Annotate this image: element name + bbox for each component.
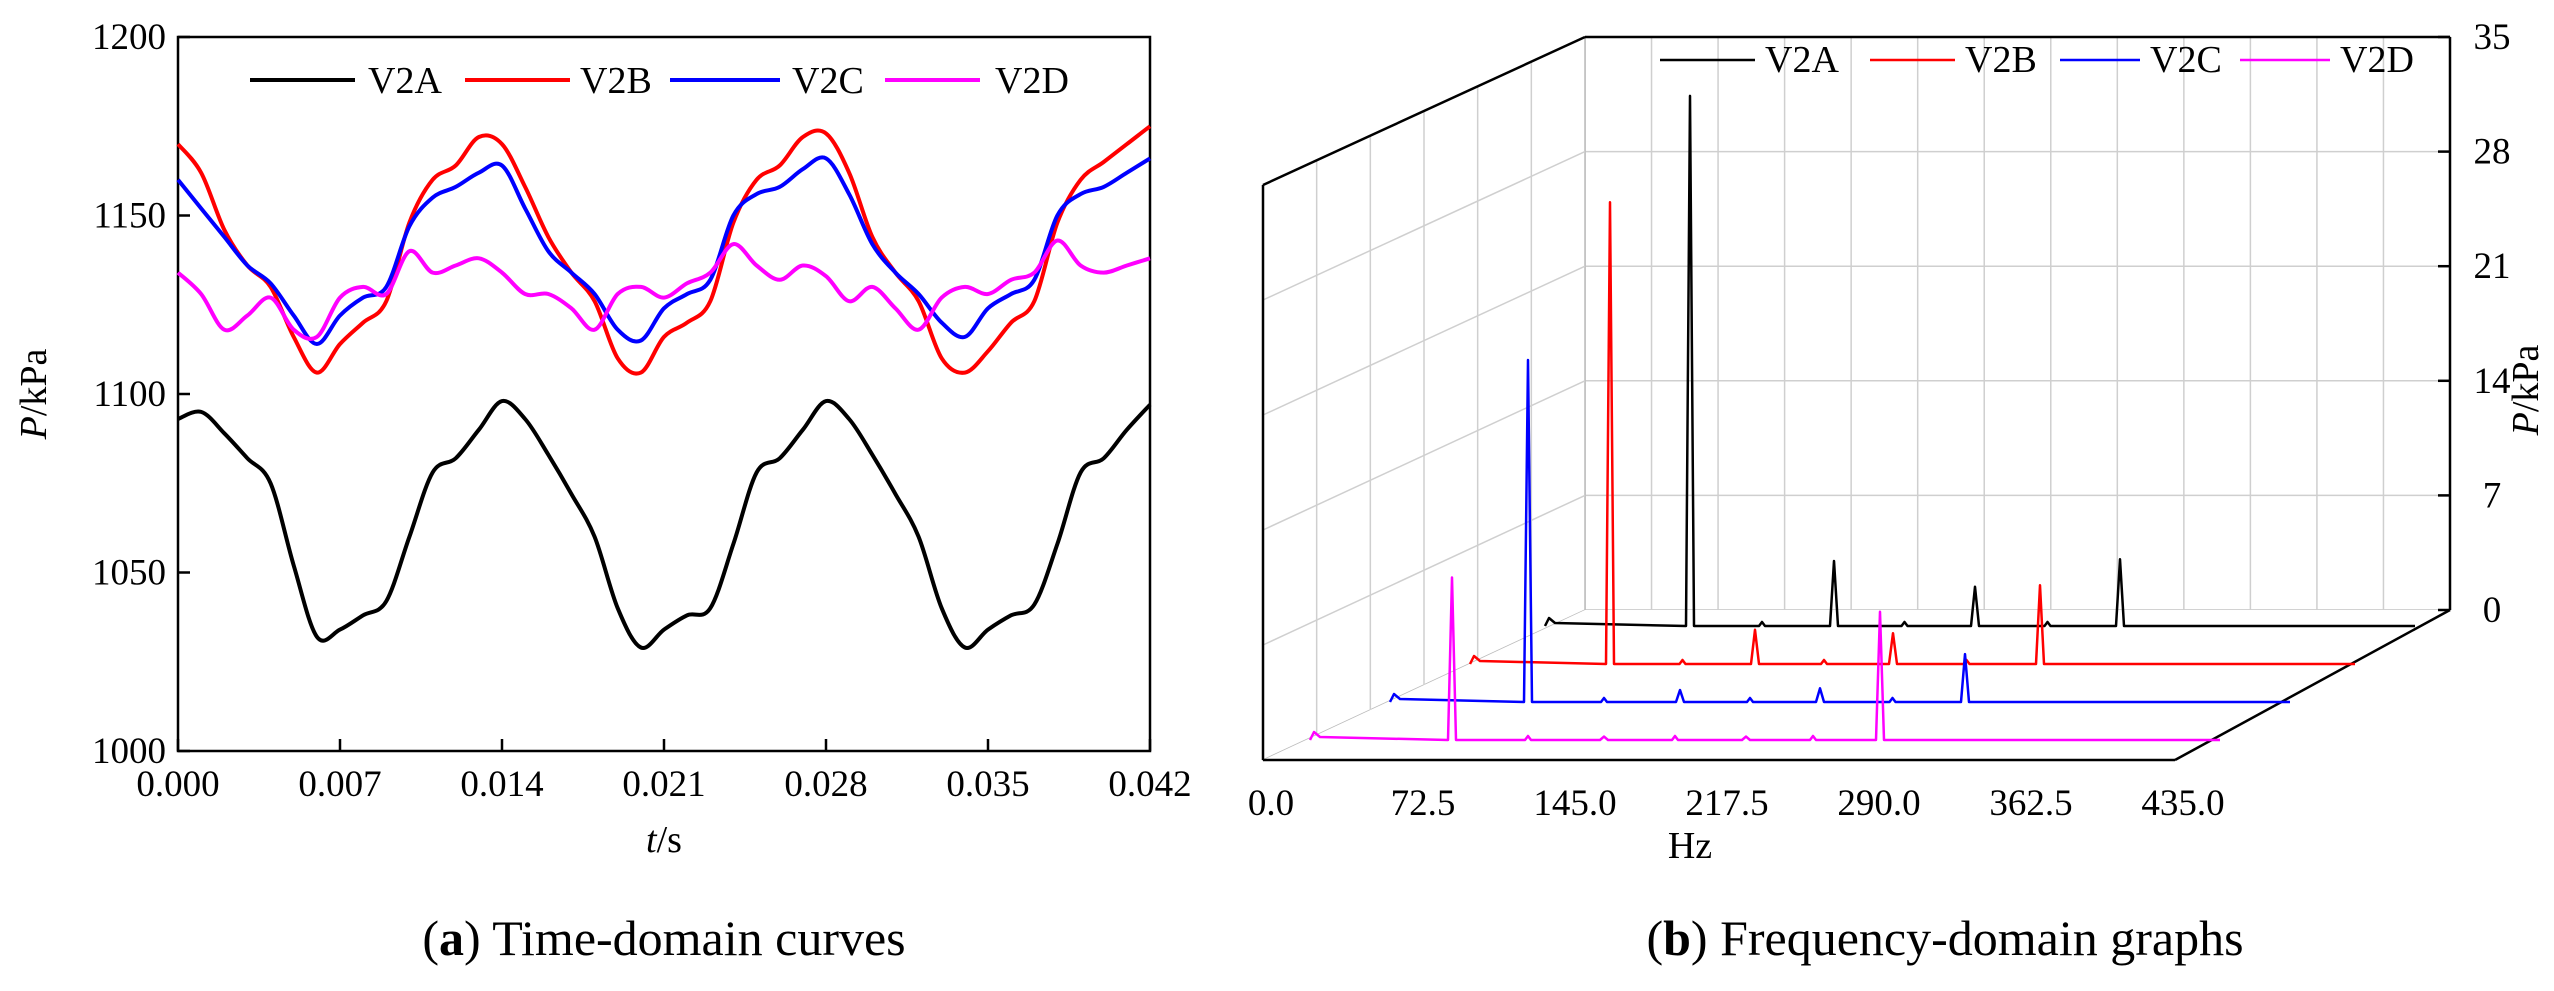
frequency-domain-legend: V2A V2B V2C V2D xyxy=(1660,39,2414,81)
time-domain-legend: V2A V2B V2C V2D xyxy=(250,60,1069,102)
caption-a-letter: a xyxy=(439,910,464,966)
series-line-v2c xyxy=(176,155,1152,346)
legend-label-v2a: V2A xyxy=(1765,39,1839,81)
x-tick-label: 0.035 xyxy=(946,764,1029,805)
freq-tick-label: 290.0 xyxy=(1837,783,1920,824)
y-tick-label: 1050 xyxy=(92,553,166,594)
x-tick-label: 0.042 xyxy=(1108,764,1191,805)
side-grid-h xyxy=(1262,150,1586,301)
z-axis-unit: /kPa xyxy=(2505,344,2547,412)
caption-b: (b) Frequency-domain graphs xyxy=(1646,910,2243,966)
freq-tick-label: 145.0 xyxy=(1533,783,1616,824)
caption-b-letter: b xyxy=(1663,910,1691,966)
side-grid-h xyxy=(1262,265,1586,416)
y-tick-label: 1150 xyxy=(93,196,166,237)
caption-b-text: Frequency-domain graphs xyxy=(1720,910,2243,966)
y-tick-label: 1200 xyxy=(92,17,166,58)
x-axis-unit: /s xyxy=(657,819,682,861)
frequency-z-axis-label: P/kPa xyxy=(2505,344,2547,436)
y-tick-label: 1100 xyxy=(93,374,166,415)
freq-tick-label: 435.0 xyxy=(2141,783,2224,824)
frequency-domain-chart: 0 7 14 21 28 35 0.0 72.5 145.0 217.5 290.0 362.5 435… xyxy=(1248,17,2547,966)
floor xyxy=(1263,610,2450,760)
x-tick-label: 0.007 xyxy=(298,764,381,805)
x-tick-label: 0.021 xyxy=(622,764,705,805)
legend-label-v2c: V2C xyxy=(2150,39,2222,81)
spectrum-line-v2a xyxy=(1543,94,2415,628)
time-domain-plot-frame xyxy=(176,35,1152,753)
y-axis-symbol: P xyxy=(13,416,55,440)
spectrum-line-v2b xyxy=(1468,201,2355,666)
z-tick-label: 21 xyxy=(2474,246,2511,287)
z-axis-symbol: P xyxy=(2505,412,2547,436)
legend-label-v2b: V2B xyxy=(1965,39,2037,81)
time-domain-chart: 0.000 0.007 0.014 0.021 0.028 0.035 0.042 1000 1… xyxy=(13,17,1192,966)
box-edges xyxy=(1261,35,2452,762)
legend-label-v2b: V2B xyxy=(580,60,652,102)
series-line-v2d xyxy=(176,238,1151,341)
y-tick-label: 1000 xyxy=(92,731,166,772)
x-tick-label: 0.028 xyxy=(784,764,867,805)
spectrum-line-v2d xyxy=(1308,576,2220,742)
legend-label-v2d: V2D xyxy=(2340,39,2414,81)
legend-label-v2d: V2D xyxy=(995,60,1069,102)
x-axis-symbol: t xyxy=(646,819,658,861)
x-tick-label: 0.000 xyxy=(136,764,219,805)
spectrum-line-v2c xyxy=(1388,358,2290,704)
z-tick-label: 7 xyxy=(2483,475,2502,516)
freq-tick-label: 362.5 xyxy=(1989,783,2072,824)
z-tick-label: 14 xyxy=(2474,361,2511,402)
freq-tick-label: 0.0 xyxy=(1248,783,1294,824)
side-grid-h xyxy=(1262,380,1586,531)
z-tick-label: 35 xyxy=(2474,17,2511,58)
legend-label-v2a: V2A xyxy=(368,60,442,102)
time-domain-y-axis-label: P/kPa xyxy=(13,348,55,440)
freq-tick-label: 72.5 xyxy=(1391,783,1456,824)
time-domain-x-axis-label: t/s xyxy=(646,819,682,861)
freq-tick-label: 217.5 xyxy=(1685,783,1768,824)
caption-a-text: Time-domain curves xyxy=(492,910,905,966)
series-line-v2b xyxy=(176,124,1152,376)
back-wall xyxy=(1584,36,2451,611)
z-tick-label: 28 xyxy=(2474,132,2511,173)
series-line-v2a xyxy=(177,399,1152,650)
x-tick-label: 0.014 xyxy=(460,764,543,805)
legend-label-v2c: V2C xyxy=(792,60,864,102)
y-axis-unit: /kPa xyxy=(13,348,55,416)
frequency-x-axis-label: Hz xyxy=(1668,825,1712,867)
side-grid-h xyxy=(1262,494,1586,646)
z-tick-label: 0 xyxy=(2483,590,2502,631)
caption-a: (a) Time-domain curves xyxy=(422,910,905,966)
